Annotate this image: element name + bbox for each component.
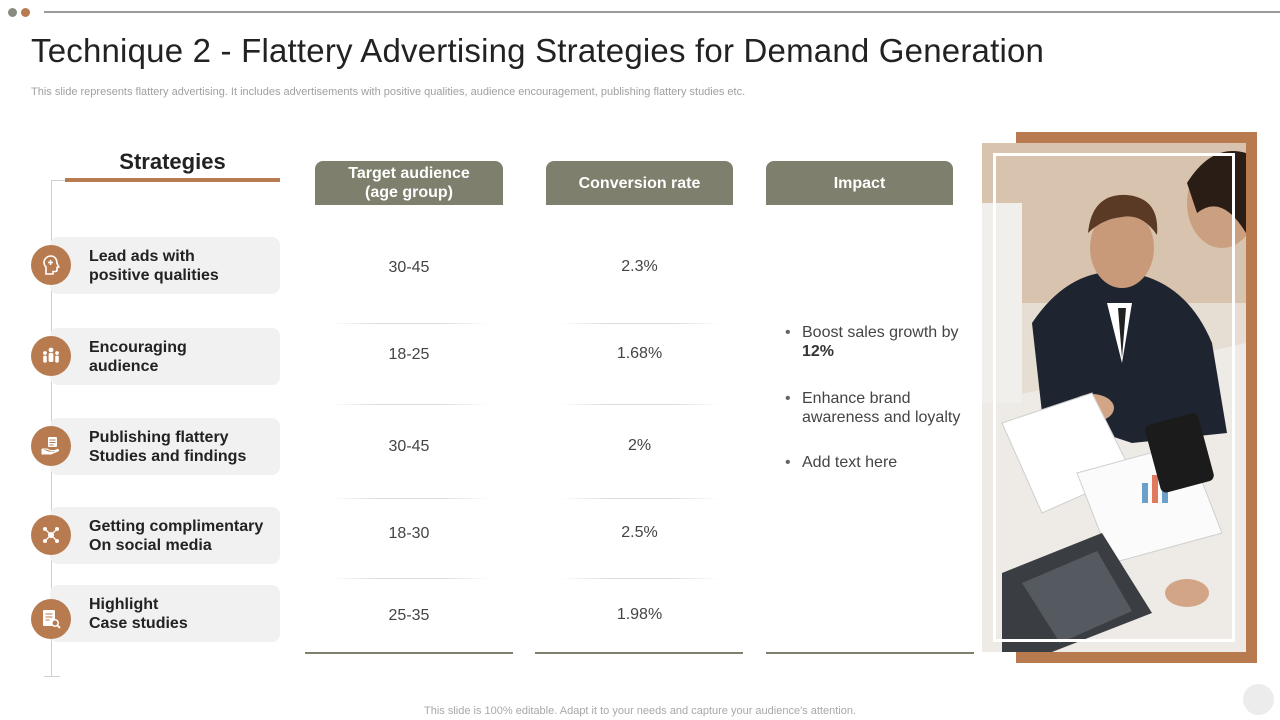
slide-dots — [8, 8, 30, 17]
impact-highlight: 12% — [802, 343, 835, 360]
strategy-card-case-studies: Highlight Case studies — [50, 585, 280, 642]
age-cell: 25-35 — [388, 607, 430, 624]
photo-inner-border — [993, 153, 1235, 642]
strategy-line1: Highlight — [89, 595, 159, 613]
row-divider — [330, 498, 490, 499]
slide-subtitle: This slide represents flattery advertisi… — [31, 86, 746, 98]
impact-item: Add text here — [785, 453, 970, 472]
strategy-card-publishing: Publishing flattery Studies and findings — [50, 418, 280, 475]
strategy-card-social: Getting complimentary On social media — [50, 507, 280, 564]
strategy-line1: Lead ads with — [89, 247, 195, 265]
header-target-audience: Target audience (age group) — [315, 161, 503, 205]
age-cell: 30-45 — [388, 438, 430, 455]
impact-list: Boost sales growth by 12% Enhance brand … — [785, 323, 970, 472]
strategies-underline — [65, 178, 280, 182]
strategy-line1: Publishing flattery — [89, 428, 229, 446]
case-study-icon — [31, 599, 71, 639]
rate-cell: 1.98% — [616, 606, 663, 623]
impact-item: Enhance brand awareness and loyalty — [785, 389, 970, 427]
column-bottom-rule — [766, 652, 974, 654]
age-cell: 30-45 — [388, 259, 430, 276]
row-divider — [330, 404, 490, 405]
grey-dot — [8, 8, 17, 17]
head-plus-icon — [31, 245, 71, 285]
timeline-tick-top — [51, 180, 65, 181]
impact-item: Boost sales growth by 12% — [785, 323, 970, 361]
impact-text: Boost sales growth by — [802, 324, 959, 341]
header-target-line1: Target audience — [348, 165, 470, 182]
strategy-line1: Encouraging — [89, 338, 187, 356]
corner-circle — [1243, 684, 1274, 715]
strategy-line2: positive qualities — [89, 266, 219, 284]
group-people-icon — [31, 336, 71, 376]
strategy-line2: On social media — [89, 536, 212, 554]
footer-note: This slide is 100% editable. Adapt it to… — [424, 705, 856, 717]
strategy-line2: Studies and findings — [89, 447, 247, 465]
social-network-icon — [31, 515, 71, 555]
header-target-line2: (age group) — [364, 184, 453, 201]
strategy-line2: Case studies — [89, 614, 188, 632]
header-impact: Impact — [766, 161, 953, 205]
strategy-line2: audience — [89, 357, 159, 375]
strategy-card-lead-ads: Lead ads with positive qualities — [50, 237, 280, 294]
column-bottom-rule — [535, 652, 743, 654]
row-divider — [330, 323, 490, 324]
top-rule — [44, 11, 1280, 13]
row-divider — [560, 498, 720, 499]
header-conversion-rate: Conversion rate — [546, 161, 733, 205]
rate-cell: 2.5% — [621, 524, 658, 541]
strategies-heading: Strategies — [119, 149, 226, 174]
slide-title: Technique 2 - Flattery Advertising Strat… — [31, 32, 1045, 69]
rate-cell: 2.3% — [621, 258, 658, 275]
rate-cell: 2% — [627, 437, 652, 454]
age-cell: 18-30 — [388, 525, 430, 542]
timeline-tick-bottom — [44, 676, 60, 677]
column-bottom-rule — [305, 652, 513, 654]
hand-document-icon — [31, 426, 71, 466]
strategy-line1: Getting complimentary — [89, 517, 264, 535]
age-cell: 18-25 — [388, 346, 430, 363]
rate-cell: 1.68% — [616, 345, 663, 362]
row-divider — [560, 404, 720, 405]
row-divider — [560, 323, 720, 324]
strategy-card-encouraging: Encouraging audience — [50, 328, 280, 385]
row-divider — [330, 578, 490, 579]
row-divider — [560, 578, 720, 579]
brown-dot — [21, 8, 30, 17]
business-meeting-photo — [982, 143, 1246, 652]
